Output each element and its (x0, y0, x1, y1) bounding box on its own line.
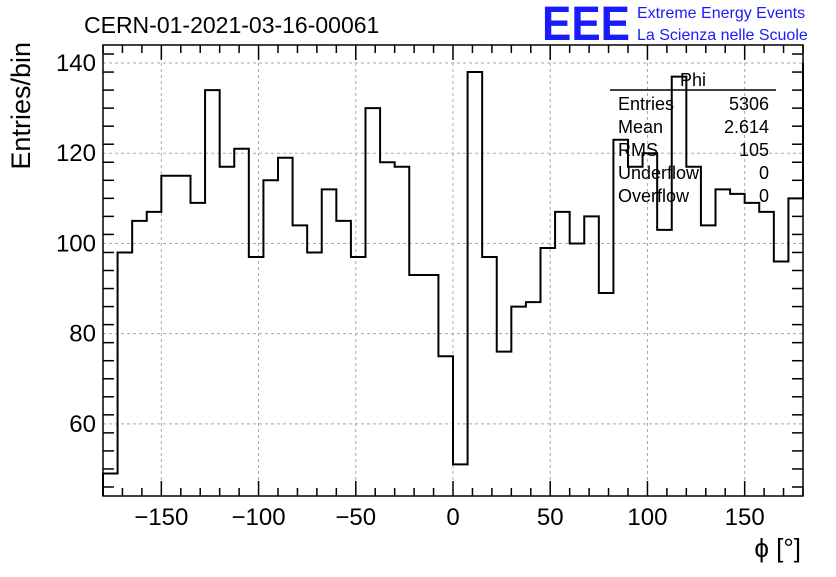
stats-value-overflow: 0 (759, 186, 769, 206)
histogram-bin (482, 257, 497, 496)
histogram-bin (351, 257, 366, 496)
histogram-bin (205, 90, 220, 496)
eee-logo-line2: La Scienza nelle Scuole (637, 27, 808, 44)
y-tick-label: 100 (56, 230, 96, 257)
histogram-bin (584, 216, 599, 496)
y-axis-label: Entries/bin (6, 42, 36, 170)
stats-value-entries: 5306 (729, 94, 769, 114)
histogram-bin (176, 176, 191, 496)
eee-logo: EEE Extreme Energy Events La Scienza nel… (542, 0, 808, 51)
stats-box-title: Phi (680, 70, 706, 90)
histogram-bin (628, 167, 643, 496)
histogram-bin (278, 158, 293, 496)
histogram-bin (380, 162, 395, 496)
y-tick-label: 80 (69, 321, 96, 348)
histogram-bin (468, 72, 483, 496)
histogram-bin (293, 225, 308, 496)
histogram-bin (657, 230, 672, 496)
y-tick-label: 120 (56, 140, 96, 167)
histogram-bin (511, 307, 526, 496)
stats-value-rms: 105 (739, 140, 769, 160)
axis-ticks (102, 45, 804, 496)
stats-label-entries: Entries (618, 94, 674, 114)
eee-logo-text: EEE (542, 0, 630, 51)
histogram-bin (497, 352, 512, 496)
histogram-bin (395, 167, 410, 496)
histogram-bin (366, 108, 381, 496)
histogram-bin (745, 203, 760, 496)
histogram-bin (322, 189, 337, 496)
x-tick-label: −100 (232, 504, 286, 531)
histogram-bin (161, 176, 176, 496)
histogram-bin (686, 167, 701, 496)
histogram-bin (147, 212, 162, 496)
histogram-bin (453, 464, 468, 496)
x-tick-label: 100 (627, 504, 667, 531)
plot-frame (102, 44, 804, 497)
histogram-bin (336, 221, 351, 496)
histogram-bin (672, 77, 687, 496)
stats-label-overflow: Overflow (618, 186, 690, 206)
stats-box: Phi Entries 5306 Mean 2.614 RMS 105 Unde… (610, 70, 776, 206)
histogram-bin (132, 221, 147, 496)
tick-labels: −150 −100 −50 0 50 100 150 60 80 100 120 140 (56, 50, 765, 531)
histogram-bin (570, 243, 585, 496)
x-tick-label: 150 (725, 504, 765, 531)
stats-label-mean: Mean (618, 117, 663, 137)
histogram-bin (774, 261, 789, 496)
histogram-bin (555, 212, 570, 496)
y-tick-label: 140 (56, 50, 96, 77)
y-tick-label: 60 (69, 411, 96, 438)
x-tick-label: −50 (335, 504, 376, 531)
histogram-bin (307, 252, 322, 496)
histogram-bin (438, 356, 453, 496)
x-axis-label: ϕ [°] (754, 533, 801, 563)
stats-value-underflow: 0 (759, 163, 769, 183)
histogram-bin (424, 275, 439, 496)
histogram-bin (103, 473, 118, 496)
histogram-bin (759, 212, 774, 496)
x-tick-label: −150 (134, 504, 188, 531)
x-tick-label: 0 (446, 504, 459, 531)
histogram-bin (526, 302, 541, 496)
histogram-bin (249, 257, 264, 496)
histogram-bin (788, 198, 803, 496)
histogram-bin (701, 225, 716, 496)
histogram-bin (716, 189, 731, 496)
histogram-bin (234, 149, 249, 496)
x-tick-label: 50 (537, 504, 564, 531)
stats-label-underflow: Underflow (618, 163, 700, 183)
histogram-bin (220, 167, 235, 496)
histogram-bin (409, 275, 424, 496)
histogram-bin (599, 293, 614, 496)
histogram-bin (730, 194, 745, 496)
histogram-bin (118, 252, 133, 496)
stats-value-mean: 2.614 (724, 117, 769, 137)
eee-logo-line1: Extreme Energy Events (637, 5, 805, 22)
histogram-bin (191, 203, 206, 496)
stats-label-rms: RMS (618, 140, 658, 160)
chart-title: CERN-01-2021-03-16-00061 (84, 12, 379, 38)
histogram-bin (263, 180, 278, 496)
histogram-bin (541, 248, 556, 496)
histogram-outline (102, 63, 804, 496)
